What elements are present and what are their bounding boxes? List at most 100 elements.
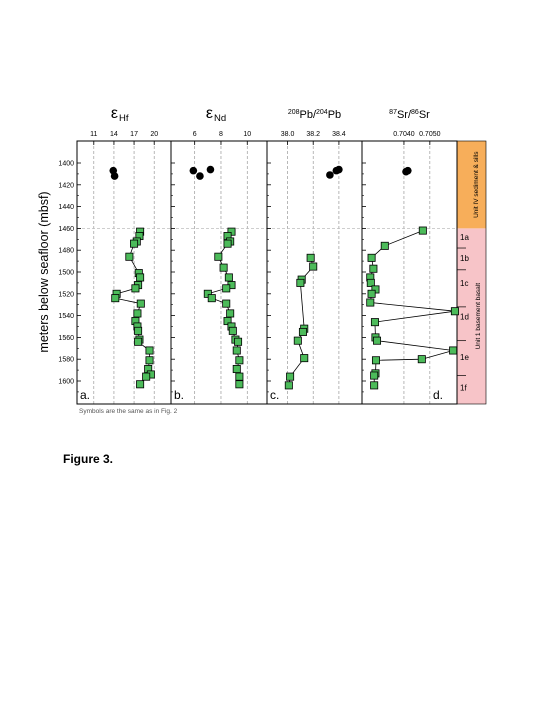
sediment-data-point [196,172,204,180]
basement-data-point [228,326,237,335]
x-tick-label: 38.4 [332,131,346,138]
basement-data-point [214,252,223,261]
x-tick-label: 14 [110,131,118,138]
basement-data-point [125,252,134,261]
basement-data-point [309,262,318,271]
x-tick-label: 17 [130,131,138,138]
panel-4: 0.7040 0.7050 87Sr/86Sr d. [361,109,459,405]
subunit-label: 1e [460,353,469,362]
basement-data-point [306,253,315,262]
basement-data-point [380,241,389,250]
figure-caption: Figure 3. [63,452,114,466]
basement-data-point [131,284,140,293]
panel-frame [266,140,363,405]
y-tick-label: 1520 [58,291,74,298]
basement-data-point [207,294,216,303]
basement-data-point [232,365,241,374]
basement-data-point [370,318,379,327]
x-tick-label: 0.7040 [393,131,415,138]
basement-data-point [130,239,139,248]
x-tick-label: 38.2 [306,131,320,138]
figure-footnote: Symbols are the same as in Fig. 2 [79,408,178,415]
sediment-data-point [110,172,119,180]
basement-data-point [145,356,154,365]
basement-data-point [234,337,243,346]
basement-data-point [134,326,143,335]
x-tick-label: 20 [150,131,158,138]
x-tick-label: 38.0 [281,131,295,138]
basement-data-point [226,309,235,318]
panel-title-subscript: Nd [214,113,226,124]
basement-data-point [286,372,295,381]
basement-data-point [373,336,382,345]
panel-title-symbol: ε [111,105,118,122]
x-tick-label: 0.7050 [419,131,441,138]
basement-data-point [222,299,231,308]
sediment-data-point [404,166,412,175]
basement-data-point [367,253,376,262]
basement-data-point [366,298,375,307]
panel-title-subscript: Hf [119,113,129,124]
panel-letter: a. [80,388,90,402]
basement-data-point [133,309,142,318]
basement-data-point [134,337,143,346]
subunit-label: 1d [460,313,469,322]
basement-data-point [136,273,145,282]
basement-data-point [369,264,378,273]
basement-data-point [370,381,379,390]
basement-data-point [219,263,228,272]
subunit-label: 1b [460,254,469,263]
panel-2: 6 8 10 ε Nd b. [170,105,268,405]
y-tick-label: 1580 [58,357,74,364]
basement-data-point [370,371,379,380]
basement-data-point [111,294,120,303]
x-tick-label: 6 [193,131,197,138]
sediment-data-point [189,166,198,175]
basement-data-point [367,289,376,298]
y-tick-label: 1400 [58,161,74,168]
unit-iv-label: Unit IV sediment & sills [473,151,480,218]
basement-data-point [284,381,293,390]
y-tick-label: 1500 [58,270,74,277]
y-tick-label: 1600 [58,379,74,386]
basement-data-point [232,346,241,355]
y-tick-label: 1440 [58,204,74,211]
unit-1-label: Unit 1 basement basalt [475,283,482,350]
subunit-label: 1f [460,384,467,393]
unit-1-band [457,228,486,404]
basement-data-point [366,278,375,287]
sediment-data-point [326,171,334,179]
basement-data-point [222,284,231,293]
y-tick-label: 1420 [58,182,74,189]
panel-frame [76,140,172,405]
basement-data-point [235,356,244,365]
basement-data-point [371,356,380,365]
panel-3: 38.0 38.2 38.4 208Pb/204Pb c. [266,109,363,405]
basement-data-point [449,346,458,355]
panel-title-symbol: ε [206,105,213,122]
y-tick-label: 1540 [58,313,74,320]
y-tick-label: 1460 [58,226,74,233]
basement-data-point [136,380,145,389]
basement-data-point [145,346,154,355]
basement-data-point [296,278,305,287]
basement-data-point [418,226,427,235]
x-tick-label: 8 [219,131,223,138]
basement-data-point [293,336,302,345]
y-tick-label: 1560 [58,335,74,342]
panel-frame [170,140,268,405]
basement-data-point [298,327,307,336]
series-line [207,231,240,385]
stratigraphic-unit-column: Unit IV sediment & sills Unit 1 basement … [456,140,487,405]
x-tick-label: 10 [243,131,251,138]
y-axis-label: meters below seafloor (mbsf) [37,191,51,352]
basement-data-point [136,299,145,308]
basement-data-point [300,354,309,363]
panel-letter: d. [433,388,443,402]
panel-frame [361,140,458,405]
subunit-label: 1c [460,279,468,288]
panel-letter: c. [270,388,279,402]
x-tick-label: 11 [90,131,97,138]
basement-data-point [417,355,426,364]
